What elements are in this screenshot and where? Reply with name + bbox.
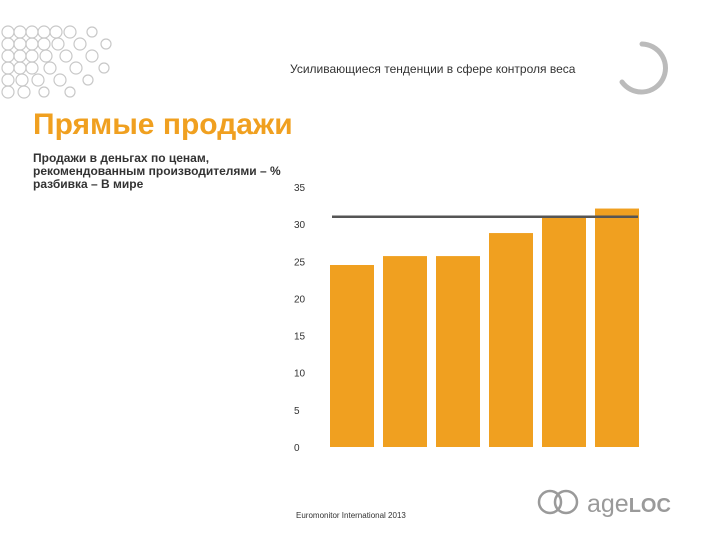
chart-subtitle: Продажи в деньгах по ценам, рекомендован… xyxy=(33,151,281,191)
bar xyxy=(383,256,427,447)
ageloc-logo-text: ageLOC xyxy=(587,490,671,518)
y-tick-label: 5 xyxy=(294,406,300,417)
decorative-circles-pattern xyxy=(1,25,112,99)
bar xyxy=(489,233,533,447)
y-tick-label: 20 xyxy=(294,294,306,305)
bar xyxy=(330,265,374,447)
header-title: Усиливающиеся тенденции в сфере контроля… xyxy=(290,62,576,76)
page-title: Прямые продажи xyxy=(33,108,293,141)
bar xyxy=(436,256,480,447)
y-tick-label: 15 xyxy=(294,332,306,343)
ageloc-circles-icon xyxy=(537,489,579,515)
ageloc-logo: ageLOC xyxy=(537,489,671,518)
ring-icon xyxy=(619,41,668,95)
bar xyxy=(542,217,586,447)
y-tick-label: 35 xyxy=(294,183,306,194)
source-note: Euromonitor International 2013 xyxy=(296,511,406,520)
bar-chart: 35 30 25 20 15 10 5 0 xyxy=(294,183,639,454)
bar xyxy=(595,208,639,447)
y-tick-label: 10 xyxy=(294,369,306,380)
y-tick-label: 25 xyxy=(294,257,306,268)
y-tick-label: 30 xyxy=(294,220,306,231)
y-tick-label: 0 xyxy=(294,443,300,454)
